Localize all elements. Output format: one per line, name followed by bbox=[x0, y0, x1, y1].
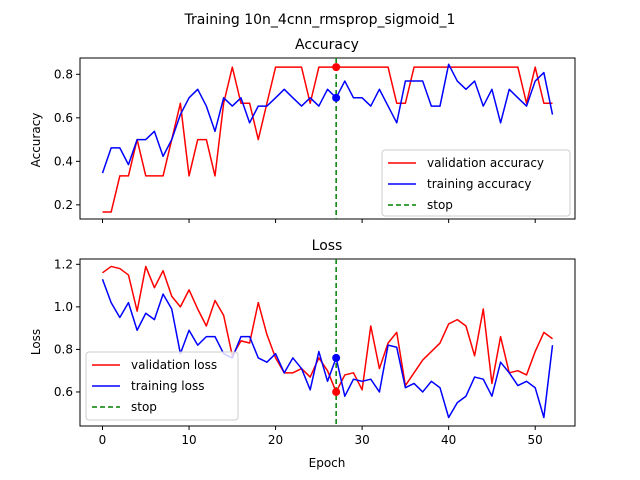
accuracy-ytick-label: 0.2 bbox=[54, 198, 73, 212]
accuracy-legend: validation accuracy training accuracy st… bbox=[381, 149, 571, 217]
accuracy-legend-stop-label: stop bbox=[427, 198, 453, 212]
accuracy-legend-box bbox=[381, 149, 571, 217]
loss-plot-title: Loss bbox=[312, 238, 343, 254]
loss-xtick-label: 30 bbox=[354, 433, 369, 447]
loss-xtick-label: 40 bbox=[441, 433, 456, 447]
loss-plot-frame bbox=[79, 258, 576, 427]
accuracy-legend-training-label: training accuracy bbox=[427, 177, 531, 191]
accuracy-plot: Accuracy 0.2 0.4 0.6 0.8 Accuracy validatio… bbox=[29, 37, 576, 223]
loss-xtick-label: 10 bbox=[181, 433, 196, 447]
loss-ytick-label: 1.0 bbox=[54, 300, 73, 314]
accuracy-ytick-label: 0.8 bbox=[54, 67, 73, 81]
accuracy-training-line bbox=[101, 63, 554, 174]
accuracy-legend-validation-label: validation accuracy bbox=[427, 156, 544, 170]
loss-xtick-label: 20 bbox=[268, 433, 283, 447]
accuracy-y-axis-label: Accuracy bbox=[29, 113, 43, 168]
accuracy-ytick-label: 0.6 bbox=[54, 111, 73, 125]
loss-legend: validation loss training loss stop bbox=[85, 351, 239, 421]
accuracy-ytick-label: 0.4 bbox=[54, 154, 73, 168]
loss-ytick-label: 0.6 bbox=[54, 385, 73, 399]
loss-training-stop-marker bbox=[332, 353, 341, 362]
loss-validation-stop-marker bbox=[332, 387, 341, 396]
accuracy-plot-frame bbox=[79, 57, 576, 220]
figure-suptitle: Training 10n_4cnn_rmsprop_sigmoid_1 bbox=[184, 12, 456, 28]
loss-validation-line bbox=[102, 265, 553, 393]
loss-legend-training-label: training loss bbox=[131, 379, 204, 393]
loss-xtick-label: 0 bbox=[99, 433, 107, 447]
accuracy-plot-title: Accuracy bbox=[295, 37, 359, 53]
accuracy-training-stop-marker bbox=[332, 93, 341, 102]
loss-legend-box bbox=[85, 351, 239, 421]
loss-ytick-label: 1.2 bbox=[54, 257, 73, 271]
loss-x-axis-label: Epoch bbox=[309, 456, 346, 470]
loss-xtick-label: 50 bbox=[528, 433, 543, 447]
loss-legend-stop-label: stop bbox=[131, 400, 157, 414]
loss-legend-validation-label: validation loss bbox=[131, 358, 217, 372]
accuracy-validation-stop-marker bbox=[332, 63, 341, 72]
loss-y-axis-label: Loss bbox=[29, 329, 43, 355]
accuracy-validation-line bbox=[102, 66, 553, 213]
loss-ytick-label: 0.8 bbox=[54, 342, 73, 356]
loss-plot: Loss 0.6 0.8 1.0 1.2 0 10 20 30 40 50 Loss Epoch… bbox=[29, 238, 576, 470]
loss-training-line bbox=[101, 278, 554, 419]
